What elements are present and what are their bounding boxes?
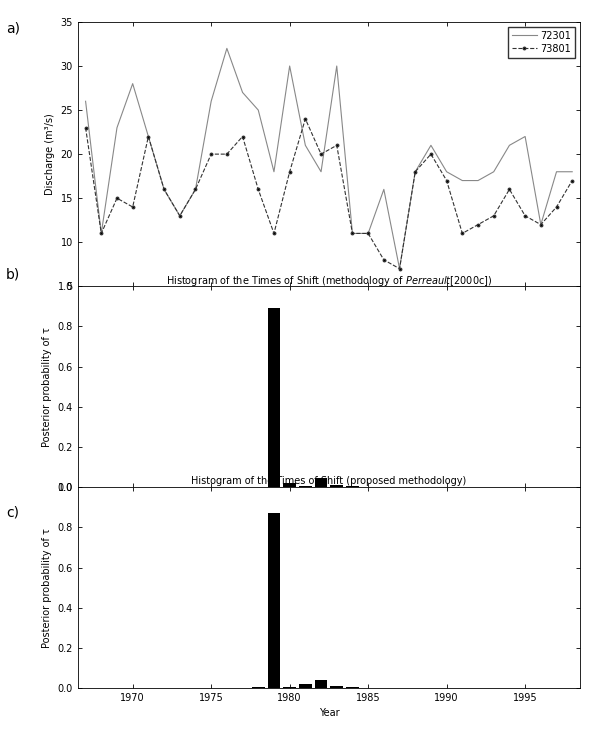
Text: a): a) (6, 22, 20, 36)
73801 (82, 123, 89, 132)
72301 (82, 97, 89, 105)
72301 (145, 132, 152, 141)
73801 (553, 203, 560, 212)
73801 (521, 212, 529, 220)
73801 (270, 229, 277, 238)
Bar (346, 486, 359, 488)
73801 (411, 168, 419, 176)
X-axis label: Year: Year (319, 507, 339, 518)
72301 (459, 176, 466, 185)
73801 (490, 212, 498, 220)
72301 (537, 220, 544, 229)
Bar (331, 686, 343, 688)
73801 (474, 220, 481, 229)
72301 (176, 212, 184, 220)
X-axis label: Year: Year (319, 709, 339, 719)
73801 (396, 264, 403, 273)
Y-axis label: Posterior probability of τ: Posterior probability of τ (42, 528, 52, 648)
73801 (506, 185, 513, 194)
73801 (380, 255, 388, 264)
Bar (299, 486, 312, 488)
72301 (411, 168, 419, 176)
73801 (349, 229, 356, 238)
73801 (443, 176, 450, 185)
Text: b): b) (6, 267, 20, 281)
72301 (521, 132, 529, 141)
72301 (443, 168, 450, 176)
73801 (176, 212, 184, 220)
72301 (286, 61, 293, 70)
72301 (396, 264, 403, 273)
72301 (333, 61, 340, 70)
X-axis label: Year: Year (319, 307, 339, 317)
73801 (569, 176, 576, 185)
Line: 72301: 72301 (86, 48, 572, 269)
73801 (302, 114, 309, 123)
Bar (283, 687, 296, 688)
Bar (268, 308, 280, 488)
73801 (160, 185, 167, 194)
Bar (283, 483, 296, 488)
72301 (569, 168, 576, 176)
Y-axis label: Discharge (m³/s): Discharge (m³/s) (45, 113, 55, 195)
72301 (223, 44, 230, 53)
72301 (255, 105, 262, 114)
72301 (380, 185, 388, 194)
73801 (537, 220, 544, 229)
73801 (459, 229, 466, 238)
73801 (145, 132, 152, 141)
73801 (318, 150, 325, 159)
Legend: 72301, 73801: 72301, 73801 (508, 27, 575, 58)
73801 (129, 203, 136, 212)
73801 (255, 185, 262, 194)
72301 (365, 229, 372, 238)
72301 (506, 141, 513, 150)
73801 (333, 141, 340, 150)
72301 (114, 123, 121, 132)
73801 (97, 229, 105, 238)
72301 (208, 97, 215, 105)
Line: 73801: 73801 (83, 116, 575, 272)
Bar (299, 684, 312, 688)
72301 (349, 229, 356, 238)
73801 (114, 194, 121, 203)
73801 (208, 150, 215, 159)
72301 (192, 185, 199, 194)
73801 (428, 150, 435, 159)
Y-axis label: Posterior probability of τ: Posterior probability of τ (42, 326, 52, 447)
Bar (331, 485, 343, 488)
72301 (239, 88, 246, 97)
Title: Histogram of the Times of Shift (proposed methodology): Histogram of the Times of Shift (propose… (191, 477, 466, 486)
Bar (346, 687, 359, 688)
72301 (318, 168, 325, 176)
73801 (286, 168, 293, 176)
Bar (315, 680, 327, 688)
Bar (252, 687, 264, 688)
72301 (490, 168, 498, 176)
72301 (160, 185, 167, 194)
72301 (129, 79, 136, 88)
72301 (302, 141, 309, 150)
72301 (270, 168, 277, 176)
Bar (315, 478, 327, 488)
73801 (223, 150, 230, 159)
73801 (365, 229, 372, 238)
72301 (97, 229, 105, 238)
72301 (553, 168, 560, 176)
73801 (192, 185, 199, 194)
72301 (474, 176, 481, 185)
Title: Histogram of the Times of Shift (methodology of $\it{Perreault}$[2000c]): Histogram of the Times of Shift (methodo… (166, 274, 492, 288)
Text: c): c) (6, 505, 19, 519)
Bar (268, 513, 280, 688)
72301 (428, 141, 435, 150)
73801 (239, 132, 246, 141)
